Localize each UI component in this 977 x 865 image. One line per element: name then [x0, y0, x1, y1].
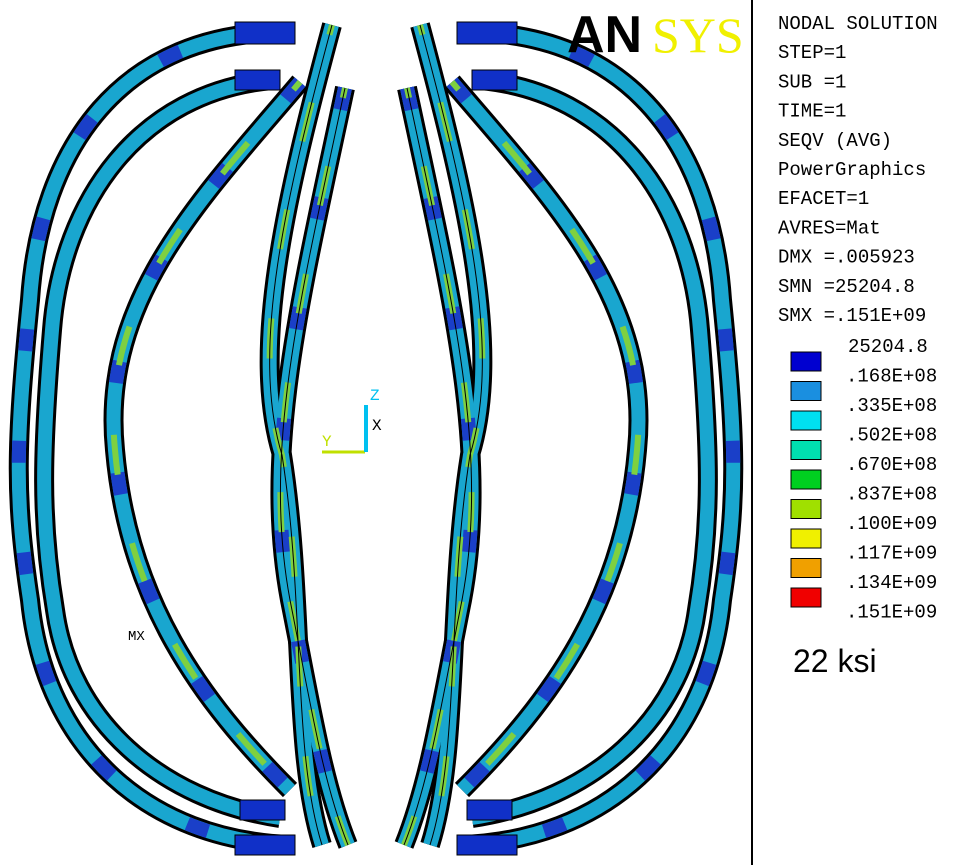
legend: 25204.8 .168E+08 .335E+08 .502E+08 .670E+08.…: [791, 336, 937, 624]
coil-left: [19, 22, 348, 855]
info-line: NODAL SOLUTION: [778, 13, 938, 35]
triad-x: X: [372, 417, 382, 435]
legend-swatch: [791, 470, 821, 489]
logo-an: AN: [567, 6, 642, 64]
legend-swatch: [791, 411, 821, 430]
triad-y: Y: [322, 433, 332, 451]
coil-right: [404, 22, 733, 855]
info-line: PowerGraphics: [778, 159, 926, 181]
info-line: DMX =.005923: [778, 247, 915, 269]
legend-label: 25204.8: [848, 336, 928, 358]
legend-swatch: [791, 500, 821, 519]
legend-label: .117E+09: [846, 543, 937, 565]
info-line: SMX =.151E+09: [778, 305, 926, 327]
legend-swatch: [791, 441, 821, 460]
ansys-screen: AN SYS Y Z X MX 22 ksi NODAL SOLUTION STE…: [0, 0, 977, 865]
logo-sys: SYS: [652, 7, 744, 63]
info-line: SMN =25204.8: [778, 276, 915, 298]
info-line: STEP=1: [778, 42, 846, 64]
legend-label: .168E+08: [846, 366, 937, 388]
legend-label: .151E+09: [846, 602, 937, 624]
info-line: SEQV (AVG): [778, 130, 892, 152]
legend-label: .670E+08: [846, 454, 937, 476]
stress-note: 22 ksi: [793, 643, 877, 679]
info-block: NODAL SOLUTION STEP=1 SUB =1 TIME=1 SEQV (AV…: [778, 13, 938, 327]
legend-label: .335E+08: [846, 395, 937, 417]
legend-swatch: [791, 382, 821, 401]
legend-label: .502E+08: [846, 425, 937, 447]
info-line: SUB =1: [778, 71, 846, 93]
legend-swatch: [791, 588, 821, 607]
info-line: TIME=1: [778, 101, 846, 123]
legend-label: .134E+09: [846, 572, 937, 594]
triad-z: Z: [370, 387, 380, 405]
info-line: EFACET=1: [778, 188, 869, 210]
max-marker: MX: [128, 629, 145, 645]
legend-swatch: [791, 529, 821, 548]
triad: Y Z X: [322, 387, 382, 452]
legend-label: .837E+08: [846, 484, 937, 506]
legend-swatch: [791, 352, 821, 371]
legend-swatch: [791, 559, 821, 578]
info-line: AVRES=Mat: [778, 217, 881, 239]
legend-label: .100E+09: [846, 513, 937, 535]
